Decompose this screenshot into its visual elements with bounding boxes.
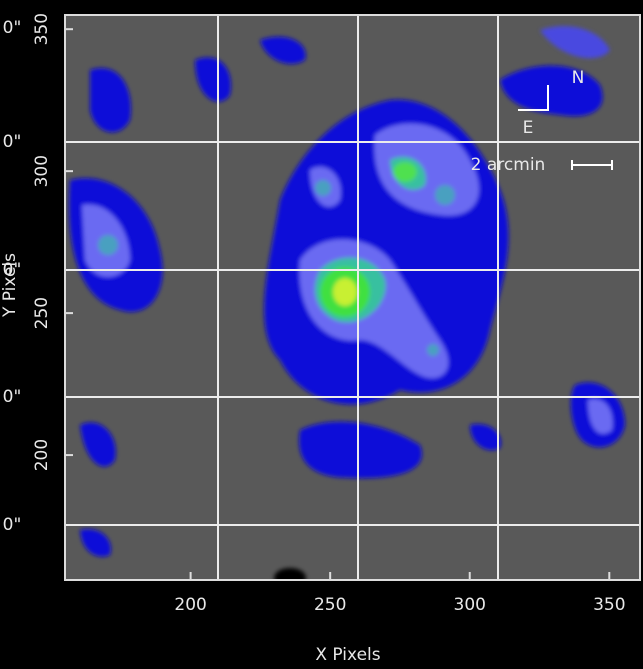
scale-label: 2 arcmin [471,155,546,175]
east-label: E [523,118,534,138]
north-label: N [572,68,585,88]
x-tick-label: 250 [314,595,346,615]
y-tick-label: 200 [32,439,52,471]
y-tick-label: 300 [32,155,52,187]
y-tick-label: 350 [32,13,52,45]
x-tick-label: 200 [174,595,206,615]
x-tick-label: 300 [454,595,486,615]
image [65,15,640,588]
sky-label: 0" [3,260,22,280]
x-tick-label: 350 [593,595,625,615]
sky-label: 0" [3,515,22,535]
sky-label: 0" [3,387,22,407]
sky-label: 0" [3,132,22,152]
sky-label: 0" [3,18,22,38]
y-tick-label: 250 [32,297,52,329]
chart: N E 2 arcmin X Pixels Y Pixels 200250300… [0,0,643,669]
x-axis-label: X Pixels [315,645,380,665]
